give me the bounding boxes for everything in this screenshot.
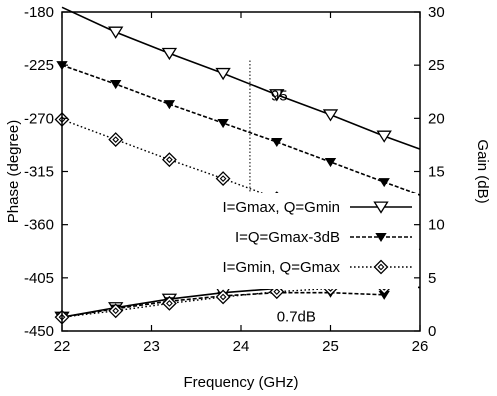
annotation-95: 95 bbox=[271, 88, 288, 105]
x-tick-label: 26 bbox=[412, 338, 429, 355]
series-marker bbox=[108, 303, 124, 319]
x-tick-label: 23 bbox=[143, 338, 160, 355]
legend-label: I=Q=Gmax-3dB bbox=[235, 229, 340, 246]
x-axis-title: Frequency (GHz) bbox=[183, 374, 298, 391]
series-line-right-dotted bbox=[61, 286, 420, 318]
y-left-tick-label: -315 bbox=[24, 164, 54, 181]
annotation-layer: 95 0.7dB bbox=[249, 60, 316, 326]
series-marker bbox=[376, 130, 392, 143]
series-line-left-solid bbox=[61, 6, 421, 150]
legend-label: I=Gmax, Q=Gmin bbox=[222, 199, 340, 216]
legend-background bbox=[214, 193, 418, 289]
x-tick-label: 22 bbox=[54, 338, 71, 355]
y-left-tick-label: -405 bbox=[24, 270, 54, 287]
legend-swatch-marker bbox=[375, 232, 387, 243]
legend: I=Gmax, Q=Gmin I=Q=Gmax-3dB I=Gmin, Q=Gmax bbox=[214, 193, 418, 289]
series-marker bbox=[161, 152, 177, 168]
y-right-tick-label: 25 bbox=[428, 57, 445, 74]
y-right-tick-label: 20 bbox=[428, 110, 445, 127]
series-line-left-dotted bbox=[61, 118, 421, 251]
series-marker bbox=[271, 137, 283, 148]
y-right-tick-label: 0 bbox=[428, 323, 436, 340]
y-right-tick-label: 5 bbox=[428, 270, 436, 287]
series-marker bbox=[217, 119, 229, 129]
y-right-axis-title: Gain (dB) bbox=[474, 139, 491, 203]
series-marker bbox=[215, 67, 231, 81]
annotation-0-7db: 0.7dB bbox=[277, 309, 316, 326]
y-right-tick-label: 30 bbox=[428, 4, 445, 21]
y-right-tick-label: 10 bbox=[428, 217, 445, 234]
series-marker bbox=[161, 295, 177, 311]
series-marker bbox=[108, 26, 124, 39]
y-left-axis-title: Phase (degree) bbox=[5, 120, 22, 223]
series-marker bbox=[378, 178, 390, 188]
legend-swatch-marker bbox=[373, 201, 389, 214]
y-left-tick-label: -270 bbox=[24, 110, 54, 127]
series-marker bbox=[322, 109, 339, 122]
x-tick-label: 24 bbox=[233, 338, 250, 355]
y-right-tick-label: 15 bbox=[428, 164, 445, 181]
series-marker bbox=[163, 100, 176, 110]
series-marker bbox=[215, 289, 231, 305]
series-marker bbox=[324, 158, 337, 168]
legend-label: I=Gmin, Q=Gmax bbox=[222, 259, 340, 276]
series-marker bbox=[269, 89, 285, 102]
series-marker bbox=[108, 132, 124, 148]
legend-swatch-marker bbox=[373, 259, 389, 275]
y-left-tick-label: -180 bbox=[24, 4, 54, 21]
series-marker bbox=[215, 171, 231, 187]
series-line-left-dashed bbox=[61, 64, 421, 196]
x-tick-label: 25 bbox=[322, 338, 339, 355]
series-marker bbox=[161, 47, 178, 61]
y-left-tick-label: -450 bbox=[24, 323, 54, 340]
y-left-tick-label: -360 bbox=[24, 217, 54, 234]
y-left-tick-label: -225 bbox=[24, 57, 54, 74]
series-marker bbox=[110, 80, 122, 90]
axis-ticks-layer: 22 23 24 25 26 -180 -225 -270 -315 -360 -405 -450 0 5… bbox=[24, 4, 445, 355]
